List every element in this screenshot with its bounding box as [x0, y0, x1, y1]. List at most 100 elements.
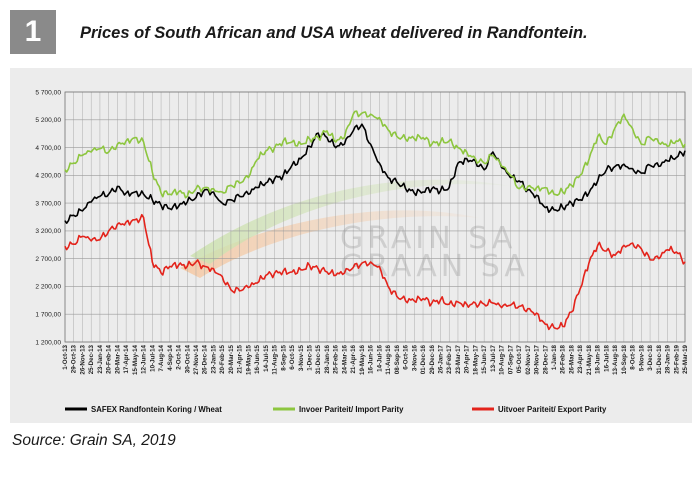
series-line	[64, 110, 686, 199]
data-point	[675, 140, 677, 142]
data-point	[90, 151, 92, 153]
y-tick-label: 2 700,00	[35, 256, 61, 263]
data-point	[160, 204, 162, 206]
data-point	[221, 202, 223, 204]
legend-label: Uitvoer Pariteit/ Export Parity	[498, 405, 607, 414]
data-point	[143, 141, 145, 143]
x-tick-label: 23-Feb-17	[446, 344, 453, 373]
data-point	[387, 129, 389, 131]
data-point	[570, 202, 572, 204]
data-point	[623, 113, 625, 115]
data-point	[632, 242, 634, 244]
data-point	[326, 271, 328, 273]
data-point	[614, 165, 616, 167]
x-tick-label: 10-Sep-18	[621, 344, 628, 374]
data-point	[230, 184, 232, 186]
data-point	[134, 191, 136, 193]
data-point	[413, 192, 415, 194]
x-tick-label: 19-May-16	[359, 344, 366, 374]
data-point	[509, 177, 511, 179]
y-tick-label: 1 200,00	[35, 339, 61, 346]
data-point	[527, 185, 529, 187]
x-tick-label: 23-Jan-14	[97, 344, 104, 373]
series-line	[64, 213, 686, 331]
series-line	[64, 123, 686, 224]
data-point	[134, 219, 136, 221]
x-tick-label: 11-Aug-16	[385, 344, 392, 374]
x-tick-label: 3-Dec-18	[647, 344, 654, 370]
data-point	[378, 117, 380, 119]
data-point	[108, 230, 110, 232]
data-point	[326, 130, 328, 132]
data-point	[195, 197, 197, 199]
data-point	[457, 147, 459, 149]
data-point	[457, 162, 459, 164]
x-tick-label: 15-Jun-17	[481, 344, 488, 373]
data-point	[309, 264, 311, 266]
data-point	[169, 193, 171, 195]
data-point	[649, 259, 651, 261]
x-tick-label: 28-Jan-16	[324, 344, 331, 373]
figure-number: 1	[24, 15, 42, 48]
data-point	[492, 154, 494, 156]
x-tick-label: 28-Jan-19	[665, 344, 672, 373]
x-tick-label: 1-Jan-18	[551, 344, 558, 370]
x-tick-label: 26-Jan-17	[437, 344, 444, 373]
x-tick-label: 5-Nov-18	[638, 344, 645, 371]
data-point	[352, 113, 354, 115]
data-point	[212, 191, 214, 193]
data-point	[501, 307, 503, 309]
y-tick-label: 3 200,00	[35, 228, 61, 235]
data-point	[431, 188, 433, 190]
y-tick-label: 2 200,00	[35, 284, 61, 291]
plot-border	[64, 91, 686, 343]
data-point	[178, 264, 180, 266]
data-point	[501, 165, 503, 167]
data-point	[335, 274, 337, 276]
x-tick-label: 24-Mar-16	[341, 344, 348, 373]
x-tick-label: 21-Apr-15	[237, 344, 244, 373]
data-point	[204, 189, 206, 191]
data-point	[431, 143, 433, 145]
data-point	[396, 135, 398, 137]
data-point	[256, 187, 258, 189]
data-point	[195, 261, 197, 263]
data-point	[116, 223, 118, 225]
data-point	[597, 244, 599, 246]
data-point	[151, 171, 153, 173]
x-tick-label: 25-Dec-13	[88, 344, 95, 374]
data-point	[317, 132, 319, 134]
x-tick-label: 20-Mar-14	[114, 344, 121, 373]
data-point	[186, 265, 188, 267]
data-point	[544, 187, 546, 189]
x-tick-label: 31-Dec-18	[656, 344, 663, 374]
data-point	[274, 147, 276, 149]
data-point	[640, 248, 642, 250]
data-point	[361, 262, 363, 264]
data-point	[300, 143, 302, 145]
data-point	[221, 275, 223, 277]
grid	[64, 91, 686, 343]
data-point	[178, 191, 180, 193]
data-point	[483, 162, 485, 164]
data-point	[160, 192, 162, 194]
data-point	[73, 243, 75, 245]
data-point	[474, 158, 476, 160]
line-chart: GRAIN SA GRAAN SA 5 700,00 5 200,00 4 700,…	[35, 89, 689, 414]
data-point	[108, 193, 110, 195]
data-point	[553, 327, 555, 329]
x-tick-label: 01-Dec-16	[420, 344, 427, 374]
data-point	[579, 288, 581, 290]
data-point	[605, 250, 607, 252]
data-point	[614, 127, 616, 129]
data-point	[335, 147, 337, 149]
data-point	[125, 221, 127, 223]
data-point	[125, 140, 127, 142]
data-point	[239, 195, 241, 197]
x-tick-label: 3-Nov-15	[298, 344, 305, 371]
x-tick-label: 3-Nov-16	[411, 344, 418, 371]
data-point	[81, 154, 83, 156]
x-tick-label: 14-Jul-15	[263, 344, 270, 371]
data-point	[413, 300, 415, 302]
data-point	[597, 180, 599, 182]
